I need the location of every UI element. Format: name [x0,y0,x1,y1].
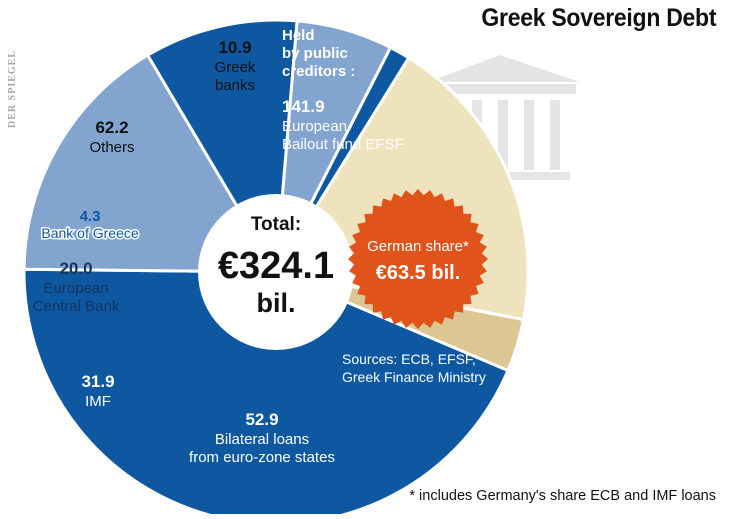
german-share-label: German share* [367,238,469,255]
slice-label-imf-line-1: IMF [85,393,111,410]
slice-value-others: 62.2 [95,118,128,137]
sources-line-1: Sources: ECB, EFSF, [342,351,476,367]
slice-label-european-central-bank-line-2: Central Bank [33,298,120,315]
brand-watermark: DER SPIEGEL [7,50,18,128]
slice-value-greek-banks: 10.9 [218,38,251,57]
slice-label-others-line-1: Others [89,139,134,156]
slice-label-european-central-bank-line-1: European [43,280,108,297]
center-total-label: Total: [251,214,301,235]
chart-title: Greek Sovereign Debt [481,4,716,32]
slice-label-european-bailout-fund-efsf-line-2: Bailout fund EFSF [282,136,404,153]
slice-label-bank-of-greece: Bank of Greece [41,225,138,241]
group-label-line-2: by public [282,45,348,62]
slice-label-bilateral-loans-from-euro-zone-states-line-1: Bilateral loans [215,431,309,448]
center-total-value: €324.1 [218,245,334,287]
slice-label-bilateral-loans-from-euro-zone-states-line-2: from euro-zone states [189,449,335,466]
german-share-value: €63.5 bil. [376,262,461,284]
slice-label-greek-banks-line-2: banks [215,77,255,94]
slice-label-european-bailout-fund-efsf-line-1: European [282,118,347,135]
center-hole [198,194,354,350]
pie-slice-bilateral-loans-from-euro-zone-states [22,53,279,274]
slice-value-bilateral-loans-from-euro-zone-states: 52.9 [245,410,278,429]
group-label-line-3: creditors : [282,63,355,80]
sources-line-2: Greek Finance Ministry [342,369,486,385]
slice-value-imf: 31.9 [81,372,114,391]
german-share-badge [348,189,488,329]
slice-value-european-bailout-fund-efsf: 141.9 [282,97,325,116]
slice-value-european-central-bank: 20.0 [59,259,92,278]
slice-label-greek-banks-line-1: Greek [215,59,256,76]
footnote: * includes Germany's share ECB and IMF l… [409,488,716,504]
group-label-line-1: Held [282,27,315,44]
center-total-unit: bil. [257,288,296,318]
slice-value-bank-of-greece: 4.3 [80,208,101,225]
